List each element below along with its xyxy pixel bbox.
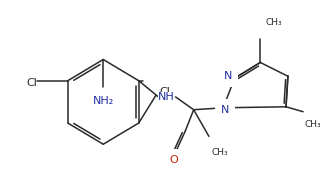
Text: CH₃: CH₃ <box>304 120 321 129</box>
Text: CH₃: CH₃ <box>212 148 228 157</box>
Text: Cl: Cl <box>160 86 171 97</box>
Text: CH₃: CH₃ <box>265 18 282 27</box>
Text: O: O <box>169 155 178 165</box>
Text: N: N <box>224 71 232 81</box>
Text: NH₂: NH₂ <box>93 96 114 106</box>
Text: Cl: Cl <box>26 78 37 88</box>
Text: N: N <box>221 105 229 115</box>
Text: NH: NH <box>158 92 174 102</box>
